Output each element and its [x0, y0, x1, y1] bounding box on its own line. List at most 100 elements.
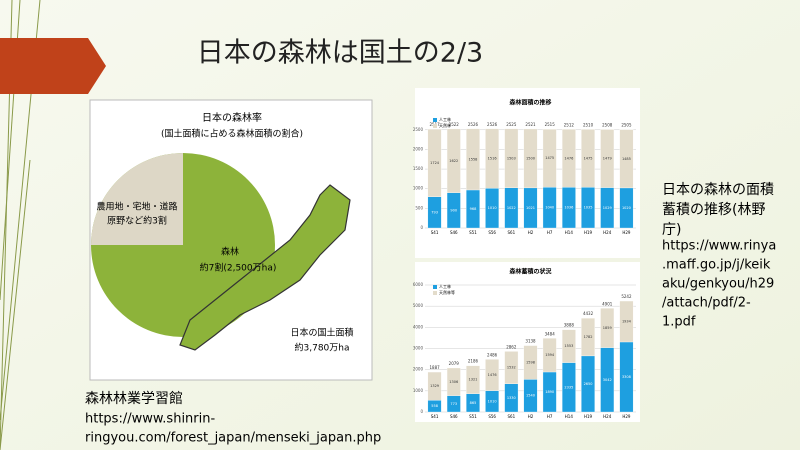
bar-value-label: 1021: [526, 206, 535, 210]
y-tick-label: 1000: [413, 388, 424, 393]
bar-value-label: 1503: [507, 156, 516, 160]
total-label: 4901: [602, 301, 613, 306]
x-tick-label: H29: [622, 230, 631, 235]
bar-value-label: 1035: [584, 206, 593, 210]
bar-segment: [523, 345, 538, 380]
legend-label: 天然林等: [439, 289, 455, 295]
bar-value-label: 1516: [488, 157, 497, 161]
legend-label: 人工林: [439, 116, 451, 122]
caption-title: 蓄積の推移(林野: [662, 202, 765, 218]
bar-value-label: 1040: [545, 206, 554, 210]
total-label: 2079: [449, 361, 460, 366]
bar-segment: [427, 128, 442, 197]
x-tick-label: S46: [450, 230, 458, 235]
bar-value-label: 2335: [564, 385, 573, 389]
bar-value-label: 1558: [468, 157, 477, 161]
bar-value-label: 1321: [468, 378, 477, 382]
bar-segment: [562, 129, 576, 188]
x-tick-label: H24: [603, 414, 612, 419]
x-tick-label: H19: [584, 414, 593, 419]
other-label: 原野など約3割: [107, 215, 167, 227]
x-tick-label: S41: [431, 414, 439, 419]
x-tick-label: H24: [603, 230, 612, 235]
bar-value-label: 1598: [526, 360, 535, 364]
bar-value-label: 1306: [449, 380, 458, 384]
bar-value-label: 3042: [603, 378, 612, 382]
source-url[interactable]: https://www.shinrin-: [85, 412, 215, 427]
bar-segment: [619, 129, 634, 189]
image-title: 日本の森林率: [202, 111, 262, 124]
bar-segment: [619, 300, 634, 343]
bar-segment: [427, 371, 442, 401]
source-url[interactable]: ringyou.com/forest_japan/menseki_japan.p…: [85, 431, 381, 446]
chart-title: 森林面積の推移: [508, 99, 551, 107]
x-tick-label: S56: [488, 230, 496, 235]
total-label: 3888: [564, 323, 575, 328]
bar-segment: [466, 365, 480, 394]
legend-swatch: [433, 118, 437, 122]
x-tick-label: S56: [488, 414, 496, 419]
area-label: 日本の国土面積: [290, 327, 353, 339]
x-tick-label: H29: [622, 414, 631, 419]
y-tick-label: 500: [415, 205, 423, 210]
bar-value-label: 1022: [507, 206, 516, 210]
area-value: 約3,780万ha: [295, 342, 350, 354]
bar-value-label: 1532: [507, 366, 516, 370]
y-tick-label: 3000: [413, 346, 424, 351]
other-label: 農用地・宅地・道路: [96, 201, 177, 213]
pie-other: [91, 153, 183, 245]
y-tick-label: 1500: [413, 166, 424, 171]
y-tick-label: 2000: [413, 367, 424, 372]
x-tick-label: S61: [507, 414, 515, 419]
bar-value-label: 1029: [603, 206, 612, 210]
total-label: 2526: [468, 122, 479, 127]
bar-segment: [485, 359, 500, 391]
legend-label: 天然林: [439, 122, 451, 128]
bar-value-label: 1890: [545, 390, 554, 394]
bar-value-label: 1479: [603, 157, 612, 161]
y-tick-label: 0: [420, 409, 423, 414]
total-label: 2521: [525, 122, 536, 127]
title-arrow: [0, 38, 106, 94]
y-tick-label: 6000: [413, 282, 424, 287]
bar-value-label: 1329: [430, 384, 439, 388]
y-tick-label: 2000: [413, 146, 424, 151]
bar-value-label: 2650: [584, 382, 593, 386]
legend-label: 人工林: [439, 283, 451, 289]
total-label: 2512: [564, 122, 575, 127]
total-label: 2486: [487, 352, 498, 357]
bar-value-label: 1485: [622, 157, 631, 161]
bar-value-label: 1594: [545, 353, 555, 357]
bar-value-label: 1934: [622, 320, 632, 324]
bar-value-label: 1500: [526, 156, 535, 160]
bar-value-label: 1622: [449, 159, 458, 163]
caption-url: /attach/pdf/2-: [662, 296, 751, 311]
bar-value-label: 3308: [622, 375, 631, 379]
y-tick-label: 4000: [413, 324, 424, 329]
y-tick-label: 0: [420, 225, 423, 230]
total-label: 2862: [506, 344, 517, 349]
x-tick-label: S61: [507, 230, 515, 235]
chart-title: 森林蓄積の状況: [508, 268, 551, 276]
total-label: 4432: [583, 311, 594, 316]
bar-value-label: 1859: [603, 326, 612, 330]
total-label: 2510: [583, 122, 594, 127]
image-subtitle: (国土面積に占める森林面積の割合): [161, 128, 303, 140]
bar-value-label: 1036: [564, 206, 573, 210]
bar-value-label: 1540: [526, 394, 535, 398]
bar-segment: [600, 129, 615, 188]
bar-segment: [562, 329, 576, 363]
total-label: 5242: [621, 294, 632, 299]
x-tick-label: H14: [565, 414, 574, 419]
legend-swatch: [433, 285, 437, 289]
caption-title: 庁): [662, 222, 681, 238]
y-tick-label: 5000: [413, 303, 424, 308]
bar-value-label: 968: [470, 207, 477, 211]
bar-value-label: 1782: [584, 335, 593, 339]
bar-value-label: 1475: [584, 156, 593, 160]
forest-value: 約7割(2,500万ha): [200, 262, 277, 274]
total-label: 2515: [545, 122, 556, 127]
total-label: 2505: [621, 123, 632, 128]
